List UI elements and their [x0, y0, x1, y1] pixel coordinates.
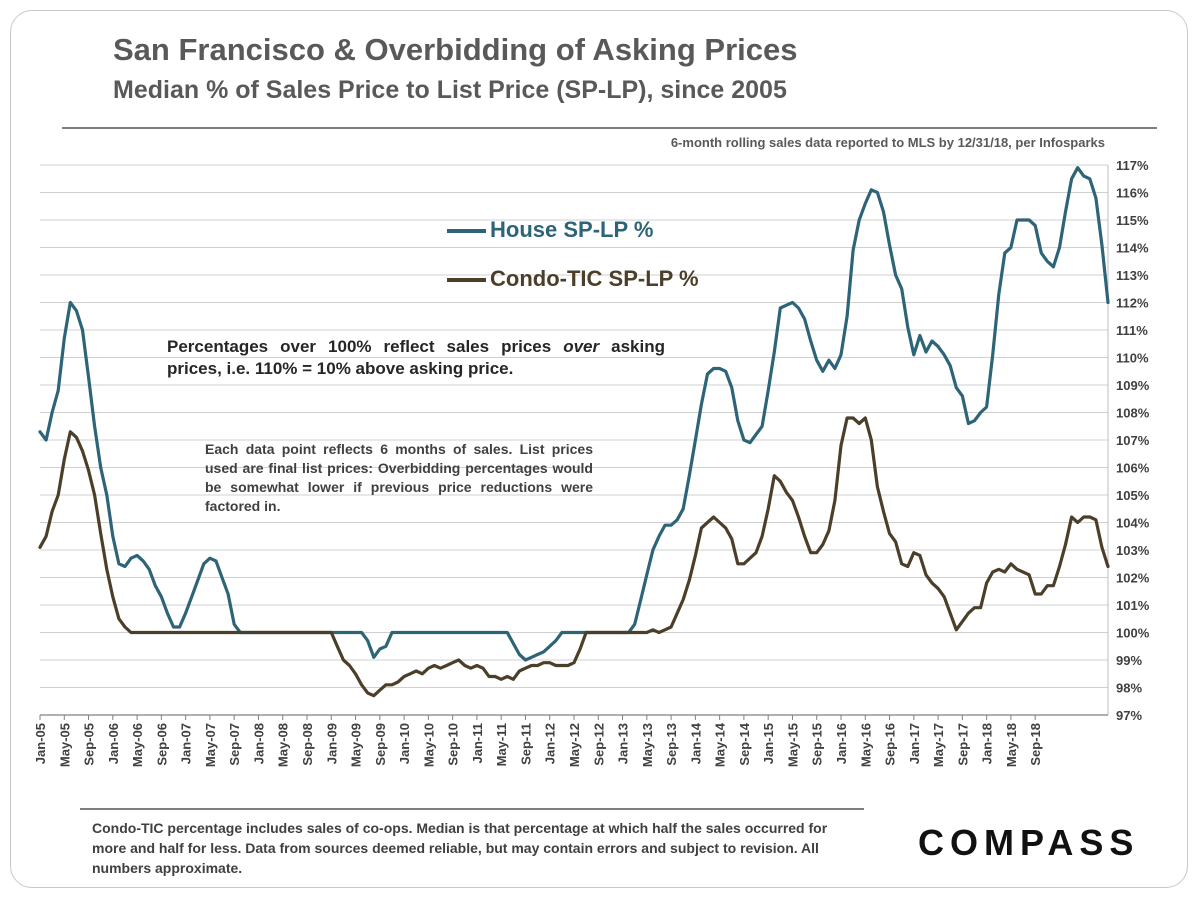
x-tick-label: May-08: [276, 723, 291, 767]
x-tick-label: Jan-12: [543, 723, 558, 764]
y-tick-label: 99%: [1116, 653, 1142, 668]
compass-logo: COMPASS: [918, 822, 1140, 863]
x-tick-label: Jan-13: [616, 723, 631, 764]
x-tick-label: Sep-05: [82, 723, 97, 766]
x-tick-label: May-13: [640, 723, 655, 767]
y-tick-label: 109%: [1116, 378, 1150, 393]
x-tick-label: Jan-08: [251, 723, 266, 764]
slide-frame: [10, 10, 1188, 888]
x-tick-label: May-10: [421, 723, 436, 767]
source-note: 6-month rolling sales data reported to M…: [670, 135, 1105, 150]
legend-swatches: [447, 229, 486, 282]
x-tick-label: Jan-07: [179, 723, 194, 764]
x-tick-label: May-14: [713, 722, 728, 767]
x-tick-label: May-15: [785, 723, 800, 767]
x-tick-label: May-12: [567, 723, 582, 767]
y-tick-label: 116%: [1116, 186, 1149, 201]
x-axis-tick-labels: Jan-05 May-05 Sep-05 Jan-06 May-06 Sep-06 Jan-…: [33, 722, 1043, 767]
x-tick-label: Sep-15: [810, 723, 825, 766]
chart-title: San Francisco & Overbidding of Asking Pr…: [113, 32, 798, 67]
legend-condo-label: Condo-TIC SP-LP %: [490, 266, 699, 291]
y-tick-label: 98%: [1116, 681, 1142, 696]
y-tick-label: 101%: [1116, 598, 1150, 613]
x-tick-label: May-07: [203, 723, 218, 767]
y-tick-label: 100%: [1116, 626, 1150, 641]
chart-subtitle: Median % of Sales Price to List Price (S…: [113, 76, 787, 104]
x-tick-label: Jan-14: [688, 722, 703, 764]
x-tick-label: Sep-16: [883, 723, 898, 766]
note-main-before: Percentages over 100% reflect sales pric…: [167, 337, 564, 356]
house-series-line: [38, 166, 1110, 662]
x-tick-label: Sep-13: [664, 723, 679, 766]
y-tick-label: 108%: [1116, 406, 1150, 421]
x-tick-label: Jan-06: [106, 723, 121, 764]
y-tick-label: 104%: [1116, 516, 1150, 531]
x-tick-label: Sep-17: [955, 723, 970, 766]
x-tick-label: Sep-12: [591, 723, 606, 766]
x-tick-label: May-16: [858, 723, 873, 767]
y-tick-label: 107%: [1116, 433, 1150, 448]
legend-house-label: House SP-LP %: [490, 217, 654, 242]
x-tick-label: Sep-07: [227, 723, 242, 766]
x-tick-label: May-06: [130, 723, 145, 767]
y-tick-label: 115%: [1116, 213, 1149, 228]
x-tick-label: Jan-18: [980, 723, 995, 764]
data-point-note: Each data point reflects 6 months of sal…: [205, 441, 593, 514]
x-tick-label: Sep-09: [373, 723, 388, 766]
x-tick-label: Sep-08: [300, 723, 315, 766]
overbidding-explanation-note: Percentages over 100% reflect sales pric…: [167, 336, 665, 380]
x-tick-label: Jan-15: [761, 723, 776, 764]
x-tick-label: Jan-10: [397, 723, 412, 764]
x-tick-label: Sep-18: [1028, 723, 1043, 766]
y-tick-label: 112%: [1116, 296, 1149, 311]
y-tick-label: 102%: [1116, 571, 1150, 586]
y-tick-label: 106%: [1116, 461, 1150, 476]
y-tick-label: 117%: [1116, 158, 1149, 173]
x-tick-label: Jan-05: [33, 723, 48, 764]
x-tick-label: May-05: [57, 723, 72, 767]
y-tick-label: 105%: [1116, 488, 1150, 503]
x-tick-label: May-17: [931, 723, 946, 767]
y-tick-label: 114%: [1116, 241, 1149, 256]
condo-series-line: [38, 416, 1110, 698]
x-tick-label: Sep-10: [446, 723, 461, 766]
x-tick-label: Jan-17: [907, 723, 922, 764]
y-tick-label: 103%: [1116, 543, 1150, 558]
x-tick-label: Sep-11: [518, 723, 533, 765]
note-main-italic: over: [563, 337, 600, 356]
x-tick-label: Jan-09: [324, 723, 339, 764]
bottom-divider: [80, 808, 864, 810]
x-axis: [39, 714, 1108, 720]
footnote: Condo-TIC percentage includes sales of c…: [92, 820, 828, 876]
series-lines: [38, 166, 1110, 698]
x-tick-label: May-11: [494, 723, 509, 766]
x-tick-label: Jan-16: [834, 723, 849, 764]
y-tick-label: 113%: [1116, 268, 1149, 283]
y-tick-label: 97%: [1116, 708, 1142, 723]
y-tick-label: 110%: [1116, 351, 1149, 366]
x-tick-label: May-09: [349, 723, 364, 767]
top-divider: [62, 127, 1157, 129]
x-tick-label: Sep-14: [737, 722, 752, 765]
x-tick-label: May-18: [1004, 723, 1019, 767]
y-axis-tick-labels: 97% 98% 99% 100% 101% 102% 103% 104% 105% 106% 107…: [1116, 158, 1150, 723]
note-main-after: asking prices, i.e. 110% = 10% above ask…: [167, 337, 665, 378]
y-tick-label: 111%: [1116, 323, 1148, 338]
x-tick-label: Jan-11: [470, 723, 485, 763]
x-tick-label: Sep-06: [154, 723, 169, 766]
